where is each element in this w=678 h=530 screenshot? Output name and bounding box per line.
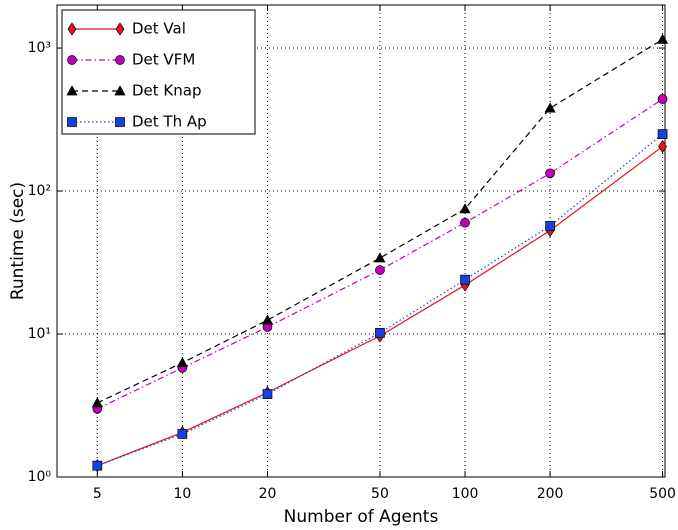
legend-marker [115,55,125,65]
x-tick-label: 50 [371,486,389,502]
legend-label: Det Knap [132,82,202,100]
marker [261,314,274,325]
marker [544,102,556,113]
legend-label: Det Th Ap [132,113,207,131]
legend-marker [114,85,126,96]
legend-label: Det Val [132,20,186,38]
marker [656,33,669,44]
legend-box [61,9,256,135]
marker [657,94,668,104]
marker [374,252,386,263]
marker [459,203,471,214]
x-tick-label: 500 [649,486,676,502]
x-axis-label: Number of Agents [284,507,439,527]
marker [658,139,667,154]
marker [657,129,668,139]
marker [262,389,273,399]
marker [460,217,470,228]
y-tick-label: 10² [28,183,51,199]
legend-label: Det VFM [132,51,195,69]
legend-marker [66,85,78,96]
marker [176,356,188,368]
x-tick-label: 100 [452,486,479,502]
marker [375,265,385,275]
legend-marker [115,22,125,36]
marker [460,274,470,285]
y-tick-label: 10³ [28,40,51,56]
marker [545,221,555,231]
marker [91,397,103,408]
marker [375,327,385,338]
y-tick-label: 10¹ [28,326,51,342]
y-tick-label: 10⁰ [28,469,52,485]
marker [92,460,103,471]
x-tick-label: 200 [537,486,564,502]
legend-marker [67,22,77,36]
legend-marker [67,117,77,127]
plot-frame [56,4,666,478]
y-axis-label: Runtime (sec) [8,182,28,300]
marker [545,168,555,179]
x-tick-label: 20 [259,486,277,502]
x-tick-label: 10 [173,486,191,502]
x-tick-label: 5 [93,486,102,502]
marker [177,429,188,439]
legend-marker [67,55,77,65]
legend-marker [115,117,125,127]
